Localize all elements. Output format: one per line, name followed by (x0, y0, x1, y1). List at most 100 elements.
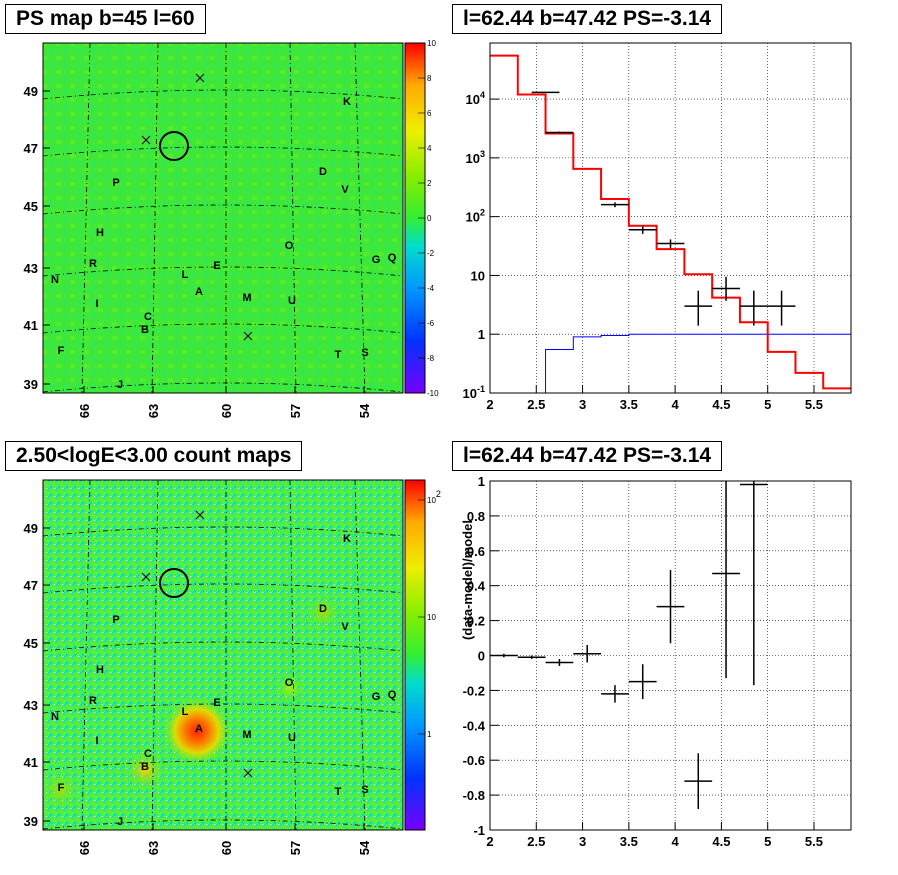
map-x-tick-label: 63 (146, 404, 161, 418)
residual-panel: 2 2.5 3 3.5 4 4.5 5 5.5 1 0.8 0.6 0.4 0.2 0 -0.2 -0.4 -0… (460, 474, 852, 849)
source-label: B (141, 324, 149, 336)
y-tick-label: 103 (466, 149, 485, 166)
source-label: O (285, 677, 294, 689)
count-map-area (43, 480, 403, 830)
source-label: T (335, 349, 342, 361)
ps-map-grid: K D V P H O G Q R N L E A M U I CB F T S J (43, 43, 403, 393)
source-label: E (213, 260, 220, 272)
source-label: D (319, 166, 327, 178)
y-tick-label: -0.8 (463, 788, 485, 803)
source-label: D (319, 603, 327, 615)
map-x-tick-label: 66 (77, 404, 92, 418)
source-label: J (117, 379, 123, 391)
grid-meridian (354, 480, 366, 830)
y-tick-label: 104 (466, 90, 485, 107)
source-label: V (341, 621, 349, 633)
x-tick-label: 4.5 (712, 834, 730, 849)
cross-marker (195, 510, 205, 520)
source-label: L (182, 269, 189, 281)
grid-meridian (151, 480, 159, 830)
map-x-tick-label: 63 (146, 841, 161, 855)
source-label: C (144, 748, 152, 760)
grid-parallel (43, 89, 403, 100)
source-label: G (372, 254, 381, 266)
colorbar-tick-label: -8 (427, 354, 435, 363)
source-label: O (285, 240, 294, 252)
ps-colorbar (405, 43, 425, 393)
count-map-frame (42, 479, 404, 831)
colorbar-tick-label: 10 (427, 39, 436, 48)
grid-parallel (43, 382, 403, 393)
y-tick-label: -0.6 (463, 753, 485, 768)
grid-parallel (43, 323, 403, 334)
x-tick-label: 3.5 (620, 834, 638, 849)
y-tick-label: 10 (471, 268, 485, 283)
source-label: N (51, 274, 59, 286)
grid-meridian (354, 43, 366, 393)
source-label: S (361, 347, 368, 359)
source-label: I (95, 298, 98, 310)
ps-colorbar-ticks: 10 8 6 4 2 0 -2 -4 -6 -8 -10 (418, 39, 439, 398)
source-label: E (213, 697, 220, 709)
x-tick-label: 3 (579, 397, 586, 412)
map-y-tick-label: 49 (24, 84, 38, 99)
x-tick-label: 2 (486, 397, 493, 412)
colorbar-tick-label: 102 (427, 489, 441, 505)
target-circle (159, 131, 189, 161)
hotspot-o (276, 674, 304, 702)
source-label: M (242, 292, 251, 304)
x-tick-label: 2.5 (527, 397, 545, 412)
source-label: A (195, 723, 203, 735)
hotspot-b (125, 750, 165, 790)
cross-marker (243, 331, 253, 341)
source-label: P (112, 177, 119, 189)
x-tick-label: 2.5 (527, 834, 545, 849)
model-step-line (490, 54, 851, 390)
y-tick-label: 0.4 (467, 579, 486, 594)
y-tick-label: -1 (473, 823, 485, 838)
source-label: N (51, 711, 59, 723)
count-colorbar-frame (404, 479, 426, 831)
colorbar-tick-label: -4 (427, 284, 435, 293)
source-label: H (96, 664, 104, 676)
grid-parallel (43, 703, 403, 714)
source-label: P (112, 614, 119, 626)
y-tick-label: 1 (478, 327, 485, 342)
target-circle (159, 568, 189, 598)
y-tick-label: -0.4 (463, 718, 486, 733)
count-colorbar (405, 480, 425, 830)
residual-ylabel: (data-model)/model (460, 520, 475, 640)
count-map-hotspots (43, 596, 339, 808)
ps-map-area (43, 43, 403, 393)
x-tick-label: 3 (579, 834, 586, 849)
source-label: C (144, 311, 152, 323)
y-tick-label: 0.8 (467, 509, 485, 524)
spectrum-title: l=62.44 b=47.42 PS=-3.14 (452, 4, 723, 34)
colorbar-tick-label: 1 (427, 730, 432, 739)
map-x-tick-label: 60 (219, 404, 234, 418)
grid-parallel (43, 760, 403, 771)
colorbar-tick-label: -10 (427, 389, 439, 398)
source-label: A (195, 286, 203, 298)
map-x-tick-label: 60 (219, 841, 234, 855)
y-tick-label: 102 (466, 208, 485, 225)
y-tick-label: 10-1 (463, 384, 485, 401)
map-x-tick-label: 57 (288, 841, 303, 855)
source-label: G (372, 691, 381, 703)
source-label: V (341, 184, 349, 196)
map-y-tick-label: 45 (24, 199, 38, 214)
ps-map-title: PS map b=45 l=60 (5, 4, 206, 34)
ps-map-frame (42, 42, 404, 394)
map-y-tick-label: 39 (24, 814, 38, 829)
spectrum-frame (489, 42, 852, 394)
map-y-tick-label: 43 (24, 261, 38, 276)
source-label: H (96, 227, 104, 239)
source-label: F (58, 345, 65, 357)
count-map-panel: K D V P H O G Q R N L E A M U I CB F T S J 102 10 1 49 47 45 43 41… (24, 479, 441, 855)
source-label: M (242, 729, 251, 741)
map-y-tick-label: 49 (24, 521, 38, 536)
map-x-tick-label: 66 (77, 841, 92, 855)
y-tick-label: -0.2 (463, 683, 485, 698)
grid-meridian (81, 480, 91, 830)
residual-frame (489, 480, 852, 831)
